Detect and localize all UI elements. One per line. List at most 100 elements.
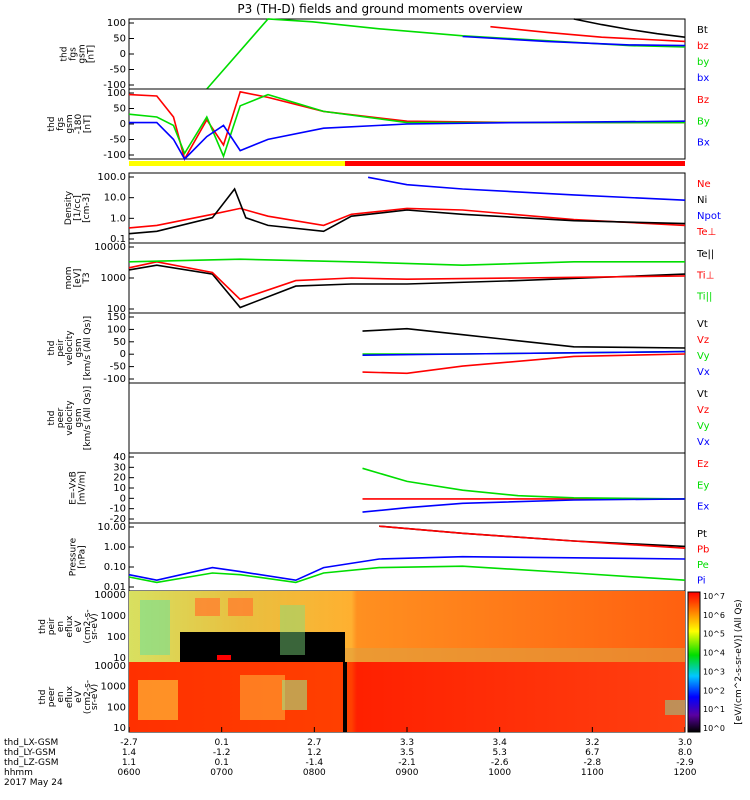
time-axis-value: 1000 bbox=[488, 768, 511, 778]
figure-title: P3 (TH-D) fields and ground moments over… bbox=[237, 2, 522, 16]
panel-3-legend-Ne: Ne bbox=[697, 179, 711, 190]
panel-2-legend-Bz: Bz bbox=[697, 95, 709, 106]
panel-1-ylabel: [nT] bbox=[87, 45, 97, 63]
panel-5-ytick: -100 bbox=[103, 374, 126, 385]
panel-2-ytick: 0 bbox=[120, 119, 126, 130]
panel-5-ytick: 150 bbox=[107, 312, 126, 323]
panel-9-ytick: 10000 bbox=[94, 590, 126, 601]
panel-8-series-Pb bbox=[379, 525, 686, 549]
panel-2-legend-By: By bbox=[697, 116, 710, 127]
panel-1-series-by bbox=[206, 18, 686, 90]
time-axis-value: 2.7 bbox=[307, 738, 321, 748]
panel-5-ytick: 0 bbox=[120, 349, 126, 360]
panel-10-ytick: 10 bbox=[113, 723, 126, 734]
panel-1-ylabel: gsm bbox=[78, 44, 88, 63]
panel-5-series-Vz bbox=[362, 353, 686, 375]
colorbar-tick: 10^0 bbox=[703, 724, 725, 733]
panel-5-legend-Vx: Vx bbox=[697, 367, 710, 378]
panel-1-legend-bz: bz bbox=[697, 41, 709, 52]
panel-7-frame bbox=[128, 452, 686, 524]
panel-9-ylabel: peir bbox=[47, 617, 57, 635]
heatmap-peer-background bbox=[129, 662, 685, 732]
panel-6-legend-Vx: Vx bbox=[697, 437, 710, 448]
time-axis-value: -2.7 bbox=[120, 738, 138, 748]
panel-5-legend-Vt: Vt bbox=[697, 319, 708, 330]
panel-1-ytick: 100 bbox=[107, 18, 126, 29]
time-axis-value: -2.1 bbox=[398, 758, 416, 768]
panel-6-frame bbox=[128, 382, 686, 454]
panel-8-legend-Pt: Pt bbox=[697, 529, 707, 540]
panel-4-legend-Ti||: Ti|| bbox=[696, 292, 712, 303]
time-axis-value: 1.4 bbox=[122, 748, 137, 758]
panel-8-series-Pi bbox=[128, 555, 686, 582]
panel-5-ytick: -50 bbox=[110, 362, 126, 373]
panel-9-ytick: 1000 bbox=[101, 611, 126, 622]
mode-bar-red bbox=[345, 161, 685, 166]
panel-7-series-Ex bbox=[362, 498, 686, 513]
time-axis-value: 3.0 bbox=[678, 738, 693, 748]
panel-6-legend-Vt: Vt bbox=[697, 389, 708, 400]
panel-9-ylabel: en bbox=[56, 621, 66, 632]
time-axis-value: 3.4 bbox=[493, 738, 508, 748]
panel-7-legend-Ex: Ex bbox=[697, 502, 709, 513]
time-axis-value: 3.5 bbox=[400, 748, 414, 758]
panel-8-series-Pe bbox=[128, 565, 686, 584]
panel-3-ylabel: [1/cc] bbox=[73, 195, 83, 221]
panel-9-ytick: 10 bbox=[113, 653, 126, 664]
time-axis-value: 8.0 bbox=[678, 748, 693, 758]
time-axis-value: 0800 bbox=[303, 768, 326, 778]
heatmap-peer-gap bbox=[343, 662, 347, 732]
time-axis-value: 0.1 bbox=[215, 738, 229, 748]
panel-7-ytick: 10 bbox=[113, 483, 126, 494]
panel-8-legend-Pb: Pb bbox=[697, 545, 709, 556]
heatmap-peir-blob-4 bbox=[280, 605, 305, 655]
panel-10-ylabel: peer bbox=[47, 686, 57, 707]
panel-3-ytick: 0.1 bbox=[110, 234, 126, 245]
panel-1-ytick: 0 bbox=[120, 49, 126, 60]
panel-4-legend-Ti⊥: Ti⊥ bbox=[696, 270, 714, 281]
panel-5-ylabel: velocity bbox=[65, 330, 75, 366]
panel-8-legend-Pe: Pe bbox=[697, 560, 709, 571]
heatmap-peir-low-energy-black bbox=[180, 632, 345, 662]
panel-2-series-Bz bbox=[128, 90, 685, 162]
panel-7-ytick: 40 bbox=[113, 452, 126, 463]
panel-6-ylabel: gsm bbox=[74, 408, 84, 427]
panel-1-series-bz bbox=[490, 25, 686, 43]
time-axis-value: -1.4 bbox=[306, 758, 324, 768]
panel-2-series-Bx bbox=[129, 120, 686, 161]
time-axis-value: -1.2 bbox=[213, 748, 231, 758]
panel-1-ytick: -50 bbox=[110, 65, 126, 76]
panel-5-ylabel: gsm bbox=[74, 338, 84, 357]
panel-9-ytick: 100 bbox=[107, 632, 126, 643]
heatmap-peir-blob-3 bbox=[140, 600, 170, 655]
panel-6-legend-Vz: Vz bbox=[697, 405, 709, 416]
time-axis-row-label: thd_LX-GSM bbox=[4, 738, 58, 748]
panel-2-ylabel: [nT] bbox=[83, 115, 93, 133]
panel-4-legend-Te||: Te|| bbox=[696, 249, 714, 260]
panel-4-series-Ti⊥ bbox=[128, 260, 686, 301]
panel-3-series-Ni bbox=[128, 187, 686, 235]
panel-8-ylabel: [nPa] bbox=[78, 545, 88, 568]
panel-8-legend-Pi: Pi bbox=[697, 576, 706, 587]
time-axis-value: 3.2 bbox=[585, 738, 599, 748]
heatmap-peer bbox=[129, 662, 685, 732]
panel-5-series-Vt bbox=[362, 327, 686, 349]
panel-10-ylabel: sr-eV) bbox=[90, 684, 100, 710]
panel-8-ytick: 0.10 bbox=[104, 562, 126, 573]
heatmap-peer-late-green bbox=[665, 700, 685, 715]
panel-10-ytick: 1000 bbox=[101, 682, 126, 693]
panel-3-ytick: 100.0 bbox=[97, 172, 126, 183]
panel-8-ytick: 0.01 bbox=[104, 582, 126, 593]
colorbar-tick: 10^5 bbox=[703, 630, 725, 639]
panel-7-ytick: -10 bbox=[110, 504, 126, 515]
panel-6-ylabel: velocity bbox=[65, 400, 75, 436]
panel-7-ytick: 30 bbox=[113, 462, 126, 473]
panel-3-legend-Npot: Npot bbox=[697, 211, 721, 222]
panel-5-ytick: 100 bbox=[107, 324, 126, 335]
heatmap-peer-blob-3 bbox=[282, 680, 307, 710]
panel-7-ytick: 0 bbox=[120, 493, 126, 504]
heatmap-peir-blob-1 bbox=[195, 598, 220, 616]
panel-9-ylabel: eflux bbox=[65, 615, 75, 638]
heatmap-peer-blob-1 bbox=[138, 680, 178, 720]
